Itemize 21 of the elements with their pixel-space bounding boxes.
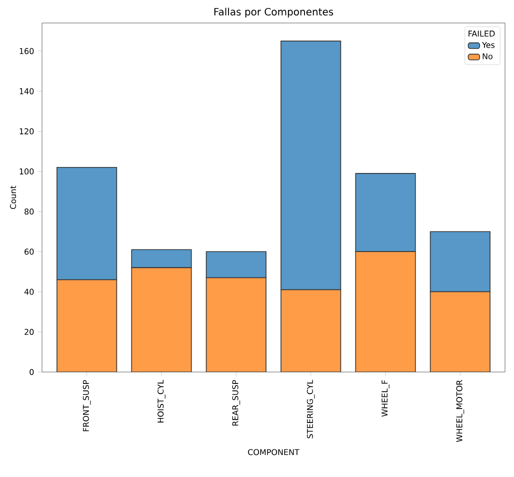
y-tick-label: 120 [20,128,34,134]
x-tick-label: WHEEL_F [382,380,390,417]
y-tick-label: 40 [24,288,34,295]
x-axis-title: COMPONENT [248,449,300,456]
y-tick-label: 60 [24,248,34,255]
x-tick-label: STEERING_CYL [306,380,315,438]
legend-label: Yes [482,42,495,48]
legend-title: FAILED [468,30,495,37]
legend-label: No [482,53,492,60]
x-tick-label: HOIST_CYL [158,380,166,422]
y-tick-label: 20 [24,328,34,335]
x-tick-label: WHEEL_MOTOR [456,380,464,442]
y-axis-title: Count [10,186,16,209]
x-tick-label: REAR_SUSP [232,380,240,426]
y-tick-label: 140 [20,88,34,94]
y-tick-label: 100 [20,168,34,174]
x-tick-label: FRONT_SUSP [82,380,91,432]
chart-title: Fallas por Componentes [214,8,334,18]
y-tick-label: 160 [20,48,34,54]
y-tick-label: 0 [30,368,34,376]
y-tick-label: 80 [24,208,34,215]
